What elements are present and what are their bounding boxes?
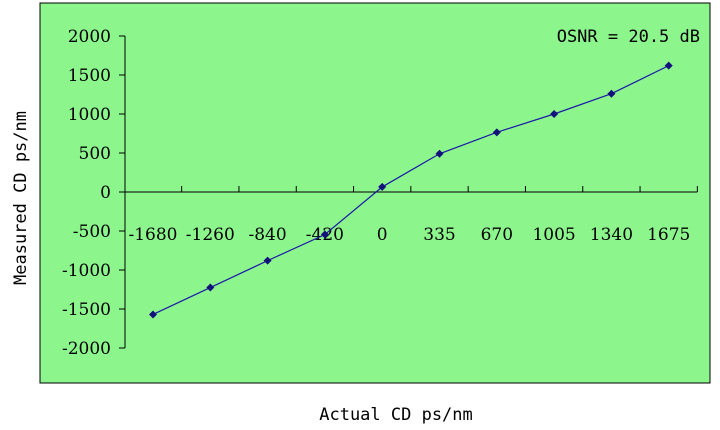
y-tick-label: 2000	[68, 27, 111, 47]
y-tick-label: -500	[73, 222, 111, 242]
y-tick-label: 500	[79, 144, 111, 164]
x-tick-label: 335	[423, 225, 455, 245]
x-axis: -1680-1260-840-4200335670100513401675	[124, 186, 698, 245]
series-line	[152, 65, 669, 316]
y-tick-label: 0	[100, 183, 111, 203]
x-tick-label: -1260	[186, 225, 235, 245]
x-tick-label: 1340	[590, 225, 633, 245]
y-tick-label: 1000	[68, 105, 111, 125]
data-point-diamond-icon	[550, 110, 559, 118]
x-tick-label: 0	[377, 225, 388, 245]
data-point-diamond-icon	[149, 310, 157, 319]
data-point-diamond-icon	[607, 89, 616, 98]
x-tick-label: 1675	[647, 225, 690, 245]
y-tick-label: 1500	[68, 66, 111, 86]
series-measured-cd	[149, 61, 673, 319]
data-point-diamond-icon	[378, 182, 387, 191]
data-point-diamond-icon	[206, 283, 215, 292]
data-point-diamond-icon	[263, 256, 272, 265]
data-point-diamond-icon	[664, 61, 673, 70]
y-axis-title: Measured CD ps/nm	[11, 111, 31, 285]
data-point-diamond-icon	[492, 128, 501, 137]
data-point-diamond-icon	[435, 149, 444, 158]
y-tick-label: -1000	[62, 261, 111, 281]
x-tick-label: -840	[248, 225, 286, 245]
x-tick-label: -1680	[128, 225, 177, 245]
x-tick-label: 1005	[532, 225, 575, 245]
x-tick-label: 670	[481, 225, 513, 245]
osnr-annotation: OSNR = 20.5 dB	[557, 27, 700, 47]
y-axis: -2000 -1500 -1000 -500 0 500 1000 1500 2000	[62, 27, 126, 359]
data-point-diamond-icon	[320, 230, 329, 239]
y-tick-label: -1500	[62, 300, 111, 320]
y-tick-label: -2000	[62, 339, 111, 359]
x-axis-title: Actual CD ps/nm	[319, 405, 473, 425]
